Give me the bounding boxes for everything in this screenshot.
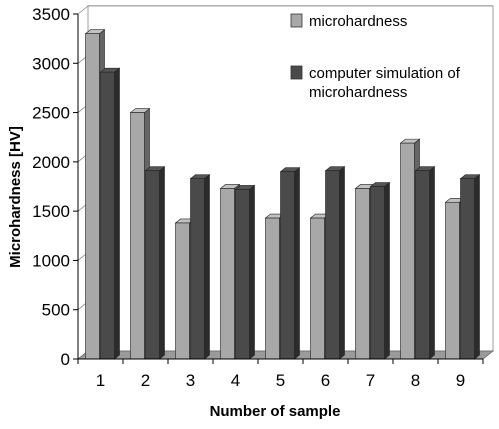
x-tick-label: 2: [141, 371, 150, 390]
bar: [234, 184, 256, 360]
bar: [324, 166, 346, 360]
bar-side: [204, 173, 210, 360]
x-tick-label: 5: [276, 371, 285, 390]
gridline-side: [77, 5, 89, 15]
x-tick-label: 1: [96, 371, 105, 390]
bar-side: [114, 67, 120, 360]
bar-front: [85, 33, 100, 360]
bar-side: [294, 167, 300, 360]
bars: [84, 29, 481, 360]
bar-front: [415, 170, 430, 360]
legend-label-series-2: computer simulation of microhardness: [309, 65, 461, 101]
bar-side: [429, 166, 435, 360]
bar: [99, 67, 121, 360]
x-tick-label: 9: [456, 371, 465, 390]
bar-front: [265, 217, 280, 360]
x-tick-label: 6: [321, 371, 330, 390]
legend: microhardness computer simulation of micr…: [290, 13, 461, 101]
x-axis-title: Number of sample: [210, 403, 341, 420]
bar-front: [400, 142, 415, 360]
legend-swatch-series-1: [290, 13, 303, 28]
bar: [459, 173, 481, 360]
y-tick-label: 2500: [32, 104, 70, 123]
bar-front: [310, 217, 325, 360]
x-tick-label: 4: [231, 371, 240, 390]
bar-side: [474, 173, 480, 360]
x-tick-label: 3: [186, 371, 195, 390]
bar-front: [175, 222, 190, 360]
y-tick-label: 2000: [32, 153, 70, 172]
bar-front: [220, 188, 235, 360]
bar-front: [445, 201, 460, 360]
bar-front: [100, 71, 115, 360]
bar: [189, 173, 211, 360]
bar-front: [370, 186, 385, 360]
y-tick-label: 0: [61, 350, 70, 369]
y-tick-label: 1000: [32, 251, 70, 270]
y-tick-label: 500: [42, 301, 70, 320]
bar-front: [130, 112, 145, 360]
y-tick-label: 3000: [32, 54, 70, 73]
x-tick-label: 7: [366, 371, 375, 390]
x-tick-label: 8: [411, 371, 420, 390]
bar-front: [190, 178, 205, 360]
y-axis-title: Microhardness [HV]: [7, 126, 24, 268]
legend-swatch-series-2: [290, 65, 303, 80]
bar-side: [159, 166, 165, 360]
bar-side: [339, 166, 345, 360]
legend-label-series-1: microhardness: [309, 13, 407, 30]
bar-front: [355, 188, 370, 360]
bar: [144, 166, 166, 360]
bar-front: [235, 189, 250, 360]
bar-front: [460, 178, 475, 360]
axes: 1 2 3 4 5 6 7 8 9 0 500 1000 1500 2000 2500 3000 3500: [32, 5, 484, 390]
bar-front: [325, 170, 340, 360]
bar-side: [249, 184, 255, 360]
y-tick-label: 1500: [32, 202, 70, 221]
bar: [279, 167, 301, 360]
bar-front: [145, 170, 160, 360]
bar-side: [384, 181, 390, 360]
bar: [414, 166, 436, 360]
bar: [369, 181, 391, 360]
y-tick-label: 3500: [32, 5, 70, 24]
bar-front: [280, 171, 295, 360]
